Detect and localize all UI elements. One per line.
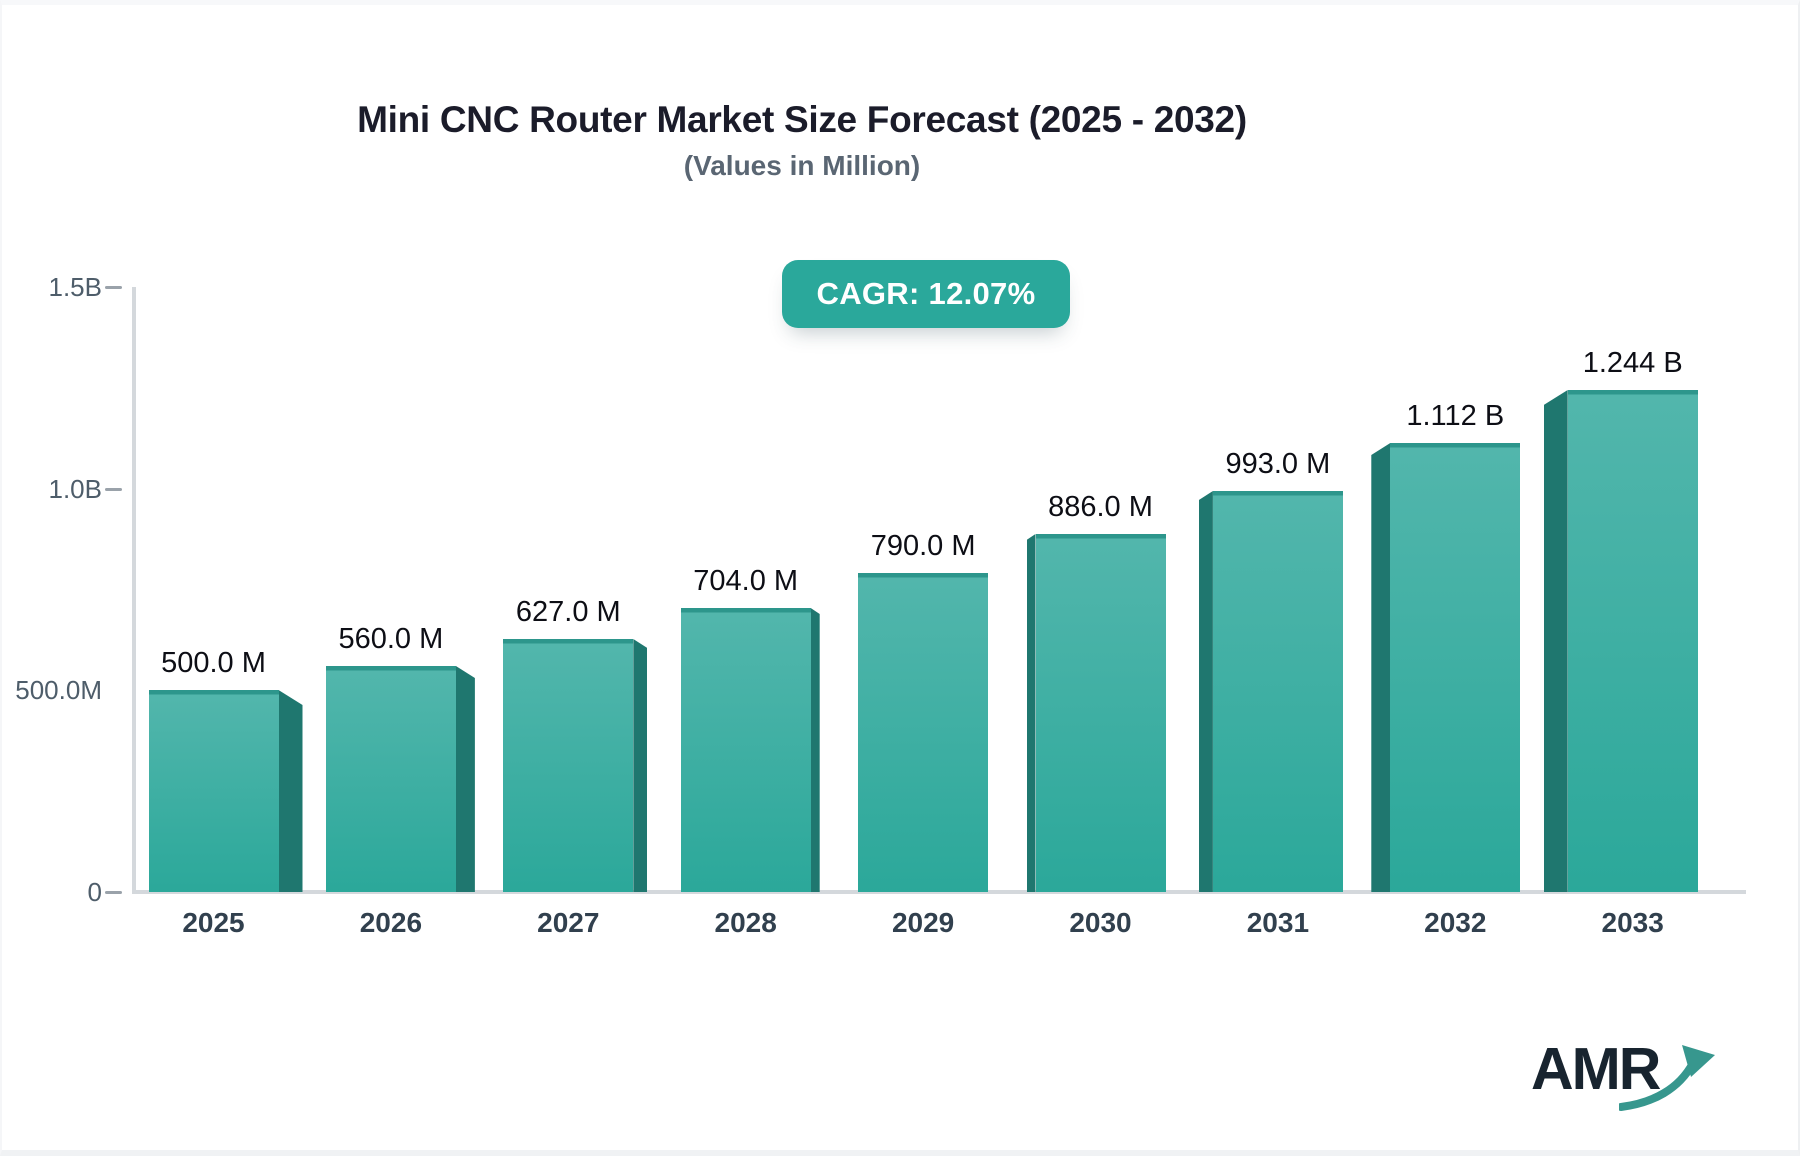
bar-side-face: [278, 690, 303, 892]
x-axis-label-2029: 2029: [891, 907, 955, 938]
amr-logo-text: AMR: [1531, 1036, 1661, 1102]
chart-title: Mini CNC Router Market Size Forecast (20…: [357, 99, 1247, 140]
x-axis-label-2032: 2032: [1424, 907, 1487, 938]
bar-2027[interactable]: [503, 639, 634, 892]
bar-side-face: [810, 608, 820, 892]
bar-value-label: 993.0 M: [1225, 448, 1331, 480]
chart-subtitle: (Values in Million): [683, 150, 921, 181]
bar-2030[interactable]: [1035, 534, 1166, 892]
bar-side-face: [633, 639, 648, 892]
x-axis-label-2030: 2030: [1069, 907, 1132, 938]
y-axis-line: [132, 286, 136, 894]
x-axis-label-2026: 2026: [359, 907, 423, 938]
bar-value-label: 500.0 M: [161, 647, 266, 679]
bar-2031[interactable]: [1212, 491, 1343, 892]
bar-value-label: 1.244 B: [1582, 347, 1683, 379]
bar-2028[interactable]: [680, 608, 811, 892]
bar-value-label: 1.112 B: [1406, 400, 1505, 432]
amr-logo: AMR: [1517, 1035, 1727, 1115]
y-axis-tick-mark: [105, 891, 122, 894]
bar-value-label: 560.0 M: [338, 623, 444, 655]
y-axis-tick-mark: [105, 285, 122, 289]
bar-value-label: 886.0 M: [1048, 491, 1153, 523]
x-axis-label-2031: 2031: [1246, 907, 1310, 938]
x-axis-label-2025: 2025: [182, 907, 245, 938]
chart-header: Mini CNC Router Market Size Forecast (20…: [2, 99, 1602, 183]
x-axis-label-2028: 2028: [714, 907, 777, 938]
bar-2026[interactable]: [325, 666, 456, 892]
x-axis-label-2033: 2033: [1601, 907, 1664, 938]
x-axis-baseline: [132, 890, 1746, 894]
cagr-badge: CAGR: 12.07%: [782, 260, 1070, 328]
growth-arrow-icon: [1619, 1045, 1715, 1111]
bar-side-face: [1026, 534, 1036, 892]
cagr-badge-label: CAGR: 12.07%: [816, 276, 1036, 311]
bar-value-label: 627.0 M: [515, 596, 621, 628]
bar-value-label: 790.0 M: [870, 530, 976, 562]
bar-value-label: 704.0 M: [693, 565, 799, 597]
bar-2033[interactable]: [1567, 390, 1698, 892]
bar-2029[interactable]: [858, 573, 989, 892]
y-axis-tick-label: 1.0B: [48, 473, 103, 504]
y-axis-tick-label: 0: [87, 877, 102, 907]
bar-side-face: [455, 666, 475, 892]
x-axis-label-2027: 2027: [537, 907, 600, 938]
y-axis-tick-label: 1.5B: [48, 271, 103, 302]
bar-2032[interactable]: [1390, 443, 1521, 892]
bar-side-face: [1543, 390, 1568, 892]
bar-side-face: [1371, 443, 1391, 892]
bar-2025[interactable]: [148, 690, 279, 892]
bar-side-face: [1198, 491, 1213, 892]
y-axis-tick-mark: [105, 487, 122, 491]
y-axis-tick-label: 500.0M: [15, 675, 102, 706]
